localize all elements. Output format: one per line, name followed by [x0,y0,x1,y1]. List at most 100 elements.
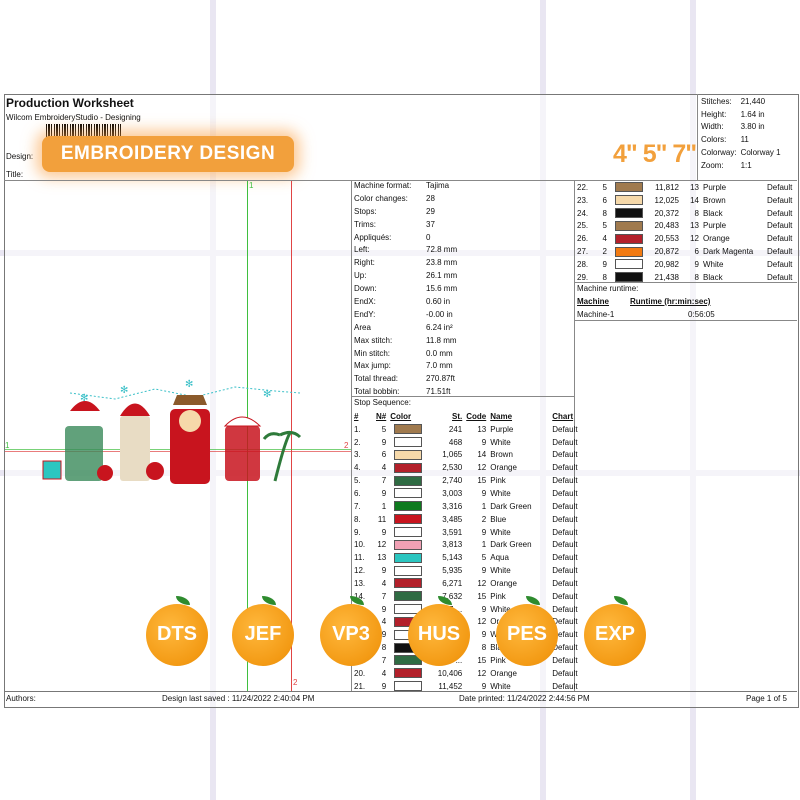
table-row: 2. 9 468 9 White Default [352,436,584,449]
stop-sequence-continued: 22. 5 11,812 13 Purple Default 23. 6 12,025 14 Bro… [575,181,799,284]
seq-index: 12. [354,566,366,576]
seq-color [388,461,428,474]
seq-name: Pink [490,655,506,665]
seq-needle: 8 [602,272,607,282]
seq-chart: Default [552,514,578,524]
title-label: Title: [6,170,24,179]
seq-name: White [490,437,511,447]
color-swatch [394,681,423,692]
seq-chart: Default [552,437,578,447]
stat-row: Stitches: 21,440 [699,95,783,108]
machine-info-key: EndX: [354,297,376,307]
machine-info-value: 0.60 in [426,297,451,307]
machine-info-value: 71.51ft [426,387,451,397]
table-row: 7. 1 3,316 1 Dark Green Default [352,500,584,513]
leaf-icon [176,596,190,605]
seq-index: 10. [354,540,366,550]
table-row: 4. 4 2,530 12 Orange Default [352,461,584,474]
table-row: 11. 13 5,143 5 Aqua Default [352,551,584,564]
seq-needle: 4 [602,234,607,244]
machine-info-row: Machine format: Tajima [354,181,574,194]
stat-key: Width: [701,122,724,132]
seq-color [388,487,428,500]
stop-sequence-table: # N# Color St. Code Name Chart 1. 5 241 13 Purple D… [352,410,584,693]
seq-name: Brown [490,450,513,460]
seq-needle: 9 [602,259,607,269]
color-swatch [615,182,643,193]
seq-color [609,181,649,194]
seq-color [388,500,428,513]
design-canvas: 1 1 2 2 ✻ ✻ ✻ ✻ [5,181,351,691]
seq-code: 15 [477,655,487,665]
machine-info-key: Appliqués: [354,232,392,242]
seq-stitches: 3,316 [442,501,463,511]
seq-index: 4. [354,463,361,473]
seq-needle: 9 [381,630,387,640]
seq-stitches: 20,553 [654,234,679,244]
seq-needle: 4 [381,668,387,678]
machine-info-row: Appliqués: 0 [354,233,574,246]
seq-name: Purple [490,424,514,434]
seq-chart: Default [552,643,578,653]
color-swatch [394,527,423,538]
canvas-marker-1: 1 [249,181,254,190]
seq-name: Dark Green [490,540,532,550]
machine-info-key: Color changes: [354,193,408,203]
svg-text:✻: ✻ [263,389,271,400]
machine-info-value: 11.8 mm [426,335,457,345]
seq-index: 28. [577,259,589,269]
footer-saved: Design last saved : 11/24/2022 2:40:04 P… [162,694,315,703]
seq-stitches: 5,143 [442,553,463,563]
machine-info-key: Left: [354,245,370,255]
color-swatch [615,208,643,219]
svg-text:✻: ✻ [80,393,88,404]
table-row: 21. 9 11,452 9 White Default [352,680,584,693]
seq-stitches: 20,872 [654,247,679,257]
seq-index: 13. [354,578,366,588]
worksheet-title: Production Worksheet [6,96,134,110]
seq-header: # [354,411,359,421]
seq-name: Orange [490,463,517,473]
seq-chart: Default [552,668,578,678]
seq-stitches: 20,982 [654,259,679,269]
seq-color [388,538,428,551]
table-row: 9. 9 3,591 9 White Default [352,526,584,539]
seq-color [388,423,428,436]
hoop-sizes: 4" 5" 7" [613,140,697,168]
seq-chart: Default [767,247,793,257]
machine-info-key: Up: [354,271,367,281]
stat-row: Colorway: Colorway 1 [699,146,783,159]
color-swatch [394,552,423,563]
seq-name: Dark Green [490,501,532,511]
seq-index: 5. [354,476,361,486]
seq-stitches: 20,483 [654,221,679,231]
machine-info-row: Min stitch: 0.0 mm [354,349,574,362]
format-badge-hus: HUS [408,604,470,666]
seq-needle: 9 [381,566,387,576]
seq-needle: 11 [377,514,387,524]
format-badge-exp: EXP [584,604,646,666]
machine-info-row: Color changes: 28 [354,194,574,207]
seq-chart: Default [552,527,578,537]
color-swatch [394,462,423,473]
seq-color [388,513,428,526]
seq-chart: Default [552,591,578,601]
seq-code: 12 [477,463,487,473]
seq-needle: 4 [381,617,387,627]
stat-key: Colors: [701,135,727,145]
table-row: 28. 9 20,982 9 White Default [575,258,799,271]
seq-name: White [490,527,511,537]
seq-stitches: 3,485 [442,514,463,524]
seq-color [388,551,428,564]
machine-info-value: 29 [426,206,435,216]
seq-stitches: 3,813 [442,540,463,550]
machine-info-key: Total bobbin: [354,387,400,397]
seq-code: 13 [690,221,699,231]
seq-needle: 4 [381,463,387,473]
color-swatch [394,475,423,486]
seq-color [609,207,649,220]
seq-code: 9 [481,630,487,640]
svg-text:✻: ✻ [185,379,193,390]
color-swatch [394,591,423,602]
seq-chart: Default [767,182,793,192]
